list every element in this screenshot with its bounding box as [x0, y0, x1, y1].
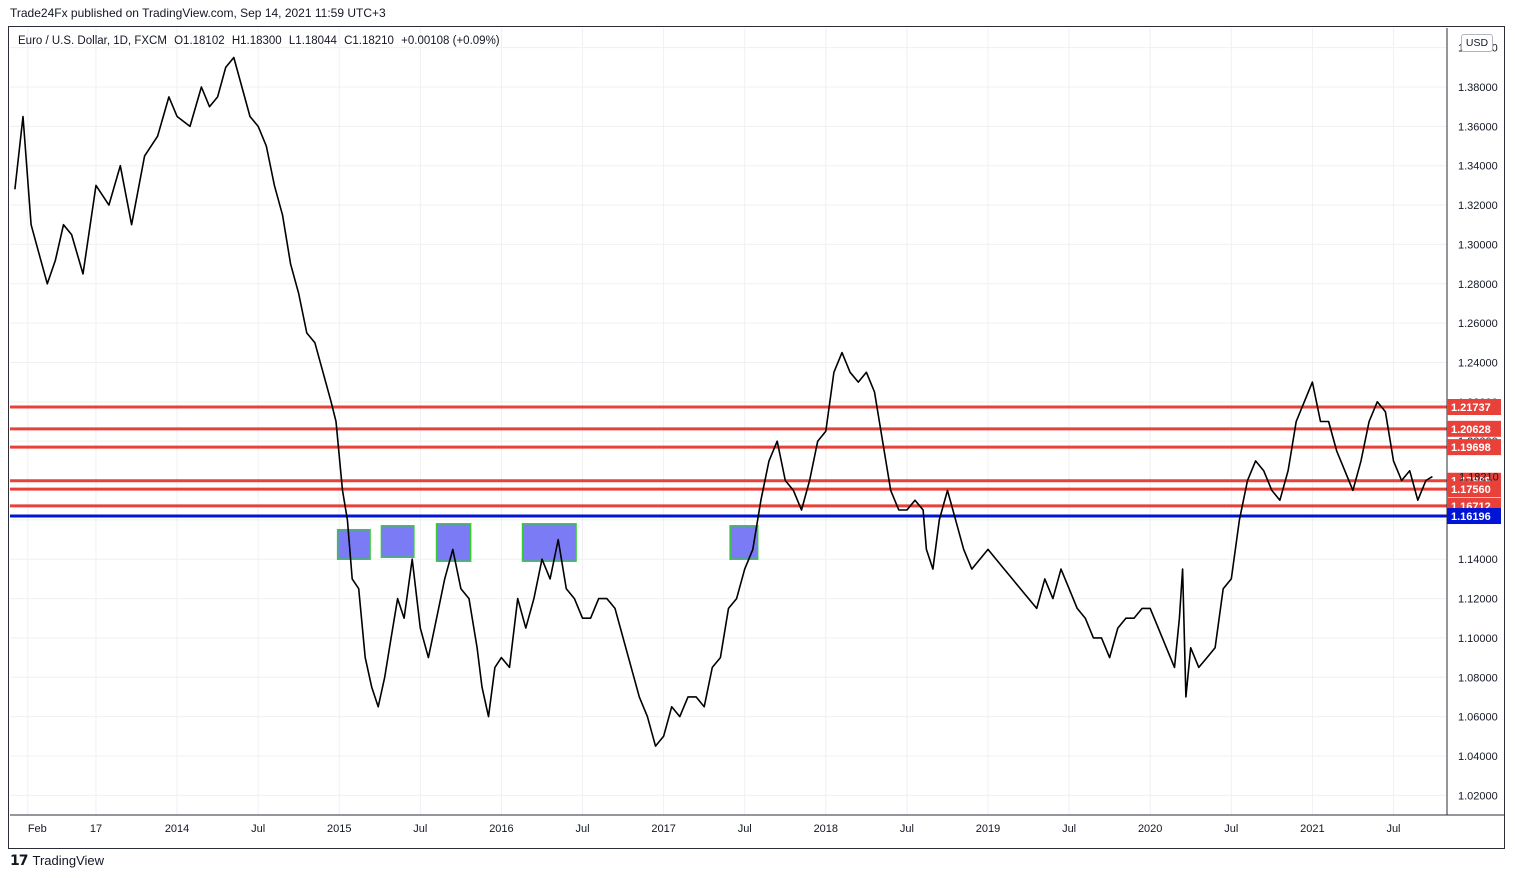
price-series-line: [14, 56, 1433, 747]
y-tick-label: 1.24000: [1458, 357, 1498, 369]
x-tick-label: 2021: [1300, 823, 1324, 835]
symbol-name: Euro / U.S. Dollar, 1D, FXCM: [18, 35, 167, 47]
currency-badge[interactable]: USD: [1461, 34, 1493, 52]
symbol-legend: Euro / U.S. Dollar, 1D, FXCM O1.18102 H1…: [18, 35, 504, 47]
demand-zone: [521, 523, 577, 562]
levels-layer: [10, 405, 1447, 518]
resistance-price-label-bg: [1447, 420, 1501, 437]
ohlc-high: H1.18300: [231, 35, 282, 47]
x-tick-label: Jul: [575, 823, 589, 835]
y-tick-label: 1.08000: [1458, 672, 1498, 684]
x-tick-label: 2014: [165, 823, 189, 835]
y-tick-label: 1.30000: [1458, 239, 1498, 251]
y-tick-label: 1.38000: [1458, 82, 1498, 94]
ohlc-low: L1.18044: [288, 35, 337, 47]
x-tick-label: 17: [90, 823, 102, 835]
x-tick-label: 2019: [976, 823, 1000, 835]
x-tick-label: 2018: [814, 823, 838, 835]
y-tick-label: 1.10000: [1458, 633, 1498, 645]
resistance-price-label: 1.20628: [1451, 424, 1491, 436]
x-tick-label: 2020: [1138, 823, 1162, 835]
y-tick-label: 1.26000: [1458, 318, 1498, 330]
ohlc-change: +0.00108 (+0.09%): [401, 35, 500, 47]
axis-layer: 1.400001.380001.360001.340001.320001.300…: [10, 28, 1505, 835]
x-tick-label: Jul: [1386, 823, 1400, 835]
resistance-price-label-bg: [1447, 439, 1501, 456]
resistance-price-label: 1.17560: [1451, 484, 1491, 496]
x-tick-label: Jul: [413, 823, 427, 835]
x-tick-label: Jul: [1062, 823, 1076, 835]
y-tick-label: 1.36000: [1458, 121, 1498, 133]
x-tick-label: Jul: [251, 823, 265, 835]
y-tick-label: 1.28000: [1458, 279, 1498, 291]
footer: 𝟭𝟳 TradingView: [10, 852, 104, 869]
x-tick-label: 2017: [651, 823, 675, 835]
ohlc-open: O1.18102: [174, 35, 225, 47]
x-tick-label: Jul: [738, 823, 752, 835]
resistance-price-label-bg: [1447, 398, 1501, 415]
demand-zone: [380, 525, 415, 559]
footer-brand[interactable]: TradingView: [32, 853, 105, 868]
support-price-label: 1.16196: [1451, 511, 1491, 523]
grid-layer: [10, 28, 1447, 815]
demand-zone: [336, 528, 371, 560]
tradingview-logo-icon[interactable]: 𝟭𝟳: [10, 852, 29, 868]
labels-layer: 1.217371.206281.196981.179891.175601.167…: [1447, 398, 1501, 525]
zones-layer: [336, 523, 759, 562]
y-tick-label: 1.06000: [1458, 712, 1498, 724]
x-tick-label: Jul: [1224, 823, 1238, 835]
ohlc-close: C1.18210: [344, 35, 394, 47]
current-price-label: 1.18210: [1459, 471, 1499, 483]
y-tick-label: 1.12000: [1458, 594, 1498, 606]
x-tick-label: 2015: [327, 823, 351, 835]
x-tick-label: 2016: [489, 823, 513, 835]
y-tick-label: 1.04000: [1458, 751, 1498, 763]
x-tick-label: Jul: [900, 823, 914, 835]
chart-frame[interactable]: [8, 26, 1505, 849]
x-tick-label: Feb: [28, 823, 47, 835]
support-price-label-bg: [1447, 508, 1501, 525]
y-tick-label: 1.14000: [1458, 554, 1498, 566]
resistance-price-label: 1.21737: [1451, 402, 1491, 414]
y-tick-label: 1.34000: [1458, 161, 1498, 173]
resistance-price-label-bg: [1447, 481, 1501, 498]
y-tick-label: 1.32000: [1458, 200, 1498, 212]
y-tick-label: 1.02000: [1458, 790, 1498, 802]
resistance-price-label: 1.19698: [1451, 442, 1491, 454]
demand-zone: [729, 525, 759, 560]
price-layer: [14, 56, 1433, 747]
publish-line: Trade24Fx published on TradingView.com, …: [10, 6, 386, 20]
